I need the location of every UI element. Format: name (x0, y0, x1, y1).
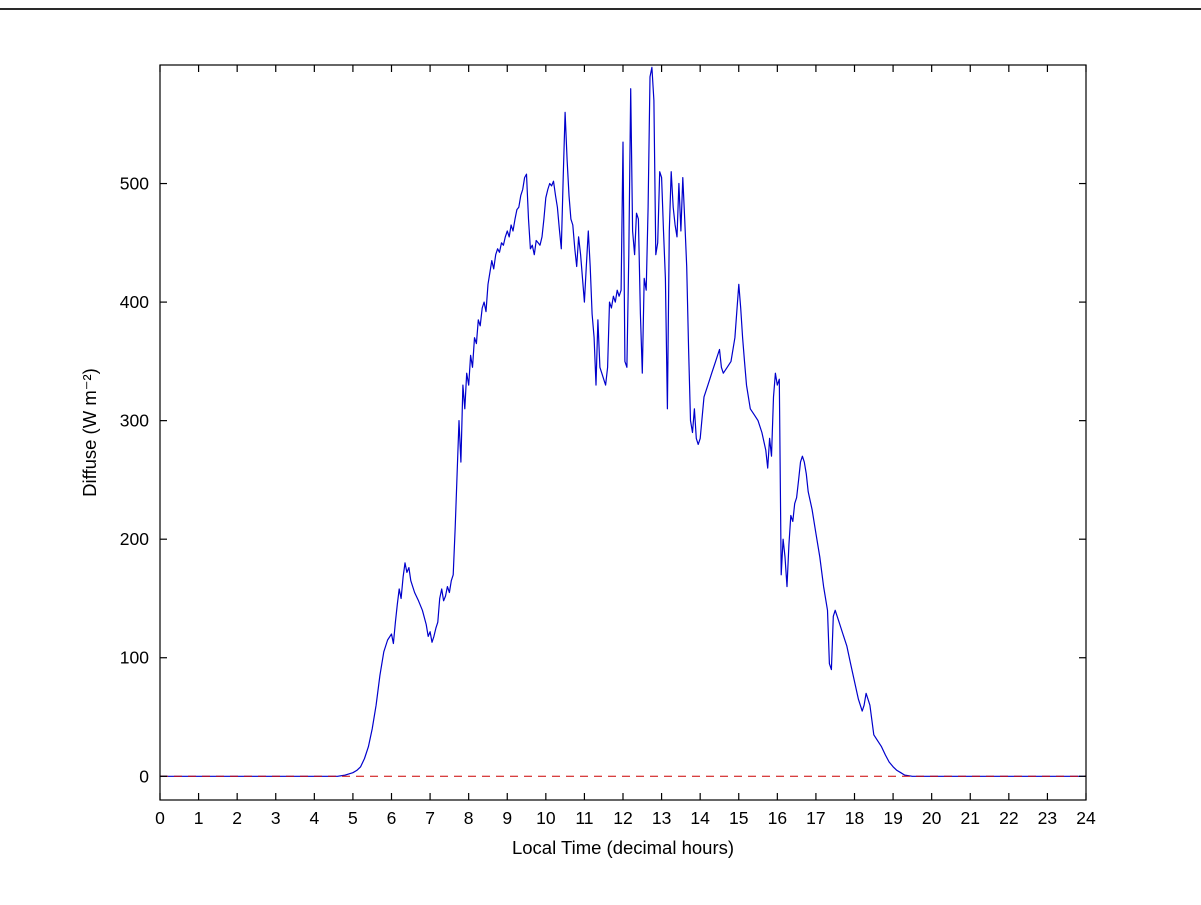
x-axis-label: Local Time (decimal hours) (512, 837, 734, 858)
x-tick-label: 0 (155, 808, 165, 828)
x-tick-label: 4 (309, 808, 319, 828)
x-tick-label: 14 (690, 808, 710, 828)
x-tick-label: 21 (961, 808, 980, 828)
x-tick-label: 10 (536, 808, 556, 828)
x-tick-label: 23 (1038, 808, 1057, 828)
x-tick-label: 3 (271, 808, 281, 828)
y-tick-label: 100 (120, 648, 149, 668)
series-diffuse-irradiance (160, 66, 1086, 777)
x-tick-label: 11 (575, 808, 593, 828)
x-tick-label: 8 (464, 808, 474, 828)
y-tick-label: 0 (139, 766, 149, 786)
y-tick-label: 400 (120, 292, 149, 312)
x-tick-label: 1 (194, 808, 204, 828)
x-tick-label: 19 (883, 808, 902, 828)
x-tick-label: 16 (768, 808, 787, 828)
x-tick-label: 9 (502, 808, 512, 828)
x-tick-label: 2 (232, 808, 242, 828)
x-tick-label: 22 (999, 808, 1018, 828)
y-tick-label: 200 (120, 529, 149, 549)
x-tick-label: 20 (922, 808, 942, 828)
x-tick-label: 15 (729, 808, 748, 828)
x-tick-label: 18 (845, 808, 864, 828)
x-tick-label: 5 (348, 808, 358, 828)
y-tick-label: 300 (120, 411, 149, 431)
x-tick-label: 7 (425, 808, 435, 828)
y-tick-label: 500 (120, 174, 149, 194)
x-tick-label: 24 (1076, 808, 1096, 828)
x-tick-label: 13 (652, 808, 671, 828)
y-axis-label: Diffuse (W m⁻²) (79, 368, 100, 497)
window-top-border (0, 8, 1201, 10)
x-tick-label: 12 (613, 808, 632, 828)
x-tick-label: 6 (387, 808, 397, 828)
x-tick-label: 17 (806, 808, 825, 828)
